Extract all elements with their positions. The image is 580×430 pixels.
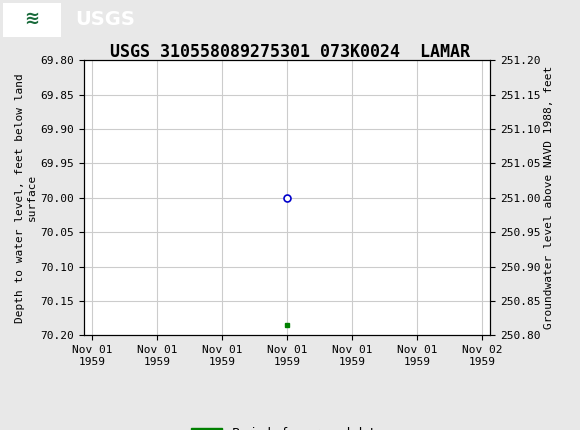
Legend: Period of approved data: Period of approved data [186, 422, 388, 430]
FancyBboxPatch shape [3, 3, 61, 37]
Y-axis label: Groundwater level above NAVD 1988, feet: Groundwater level above NAVD 1988, feet [545, 66, 554, 329]
Y-axis label: Depth to water level, feet below land
surface: Depth to water level, feet below land su… [15, 73, 37, 322]
Text: USGS: USGS [75, 10, 135, 30]
Text: USGS 310558089275301 073K0024  LAMAR: USGS 310558089275301 073K0024 LAMAR [110, 43, 470, 61]
Text: ≋: ≋ [24, 10, 39, 28]
